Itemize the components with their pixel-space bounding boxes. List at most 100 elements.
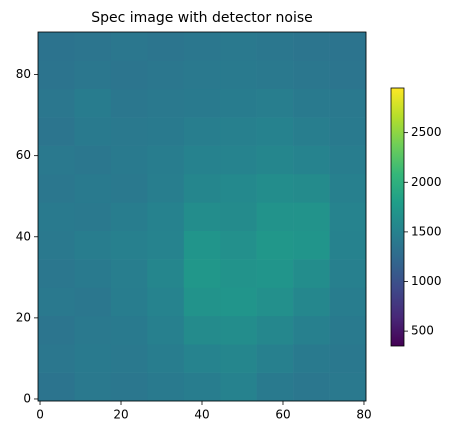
heatmap-cell <box>256 344 294 373</box>
heatmap-cell <box>38 372 75 402</box>
heatmap-cell <box>293 372 330 402</box>
heatmap-cell <box>256 287 294 317</box>
colorbar-tick-label: 1000 <box>411 274 442 288</box>
heatmap-cell <box>183 230 221 260</box>
heatmap-cell <box>147 344 185 373</box>
heatmap-cell <box>38 344 75 373</box>
heatmap-cell <box>293 287 330 317</box>
heatmap-cell <box>329 32 367 61</box>
heatmap-cell <box>293 259 330 288</box>
heatmap-cell <box>38 145 75 175</box>
colorbar-tick-label: 2500 <box>411 125 442 139</box>
x-tick-label: 60 <box>275 408 290 422</box>
heatmap-cell <box>220 344 257 373</box>
heatmap-cell <box>220 315 257 345</box>
heatmap-cell <box>183 259 221 288</box>
heatmap-cell <box>256 230 294 260</box>
heatmap-cell <box>293 202 330 231</box>
heatmap-cell <box>147 32 185 61</box>
colorbar <box>390 87 405 347</box>
heatmap-cell <box>329 287 367 317</box>
heatmap-cell <box>183 344 221 373</box>
heatmap-cell <box>220 287 257 317</box>
heatmap-cell <box>147 315 185 345</box>
heatmap-cell <box>220 259 257 288</box>
x-tick-label: 0 <box>36 408 44 422</box>
heatmap-cell <box>38 117 75 146</box>
heatmap-cell <box>74 145 112 175</box>
heatmap-cell <box>293 344 330 373</box>
heatmap-cell <box>38 202 75 231</box>
heatmap-cell <box>293 60 330 90</box>
heatmap-cell <box>110 88 148 118</box>
heatmap-cell <box>220 88 257 118</box>
heatmap-cell <box>329 202 367 231</box>
chart-title: Spec image with detector noise <box>91 10 313 26</box>
heatmap-cell <box>293 32 330 61</box>
heatmap-cell <box>329 145 367 175</box>
heatmap-cell <box>329 173 367 203</box>
heatmap-cell <box>293 230 330 260</box>
x-tick-label: 20 <box>113 408 128 422</box>
heatmap-cell <box>74 60 112 90</box>
heatmap-cell <box>147 259 185 288</box>
heatmap-cell <box>74 372 112 402</box>
heatmap-cell <box>220 202 257 231</box>
heatmap-cell <box>110 117 148 146</box>
heatmap-cell <box>38 88 75 118</box>
heatmap-cell <box>256 88 294 118</box>
heatmap-cell <box>74 287 112 317</box>
heatmap-cell <box>147 230 185 260</box>
x-tick-label: 80 <box>356 408 371 422</box>
heatmap-cell <box>110 173 148 203</box>
heatmap-cell <box>256 372 294 402</box>
heatmap-cell <box>256 145 294 175</box>
heatmap-cell <box>74 173 112 203</box>
x-tick-label: 40 <box>194 408 209 422</box>
y-tick-label: 40 <box>16 229 31 243</box>
heatmap-cell <box>74 117 112 146</box>
heatmap-cell <box>110 315 148 345</box>
heatmap-cell <box>329 60 367 90</box>
heatmap-cell <box>38 60 75 90</box>
heatmap-cell <box>183 88 221 118</box>
heatmap-cell <box>220 117 257 146</box>
heatmap-cell <box>110 344 148 373</box>
heatmap-cell <box>183 173 221 203</box>
heatmap-cell <box>147 173 185 203</box>
heatmap-cell <box>38 230 75 260</box>
heatmap-cell <box>147 372 185 402</box>
heatmap-cell <box>256 32 294 61</box>
heatmap-cell <box>38 259 75 288</box>
heatmap-cell <box>74 202 112 231</box>
heatmap-cell <box>183 202 221 231</box>
heatmap-cell <box>183 372 221 402</box>
heatmap-cell <box>74 230 112 260</box>
heatmap-cell <box>183 117 221 146</box>
y-tick-label: 60 <box>16 148 31 162</box>
heatmap-cell <box>329 230 367 260</box>
heatmap-cell <box>110 287 148 317</box>
heatmap-cell <box>38 287 75 317</box>
heatmap-cell <box>183 32 221 61</box>
heatmap-cell <box>256 60 294 90</box>
heatmap-cell <box>256 173 294 203</box>
heatmap-cell <box>293 117 330 146</box>
heatmap-cell <box>329 344 367 373</box>
y-tick-label: 80 <box>16 67 31 81</box>
heatmap-cell <box>147 202 185 231</box>
heatmap-cell <box>183 145 221 175</box>
colorbar-tick-label: 500 <box>411 324 434 338</box>
heatmap-cell <box>329 372 367 402</box>
heatmap-cell <box>147 117 185 146</box>
heatmap-cell <box>293 173 330 203</box>
heatmap-cell <box>110 259 148 288</box>
heatmap-cell <box>256 117 294 146</box>
heatmap-cell <box>110 372 148 402</box>
heatmap-cell <box>110 230 148 260</box>
heatmap-cell <box>74 344 112 373</box>
heatmap-cell <box>38 32 75 61</box>
heatmap-cell <box>74 259 112 288</box>
heatmap-cell <box>220 60 257 90</box>
heatmap-cell <box>110 32 148 61</box>
